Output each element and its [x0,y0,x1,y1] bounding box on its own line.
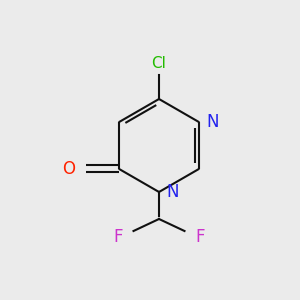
Text: N: N [207,113,219,131]
Text: Cl: Cl [152,56,166,70]
Text: F: F [195,228,205,246]
Text: F: F [113,228,123,246]
Text: N: N [167,183,179,201]
Text: O: O [62,160,75,178]
